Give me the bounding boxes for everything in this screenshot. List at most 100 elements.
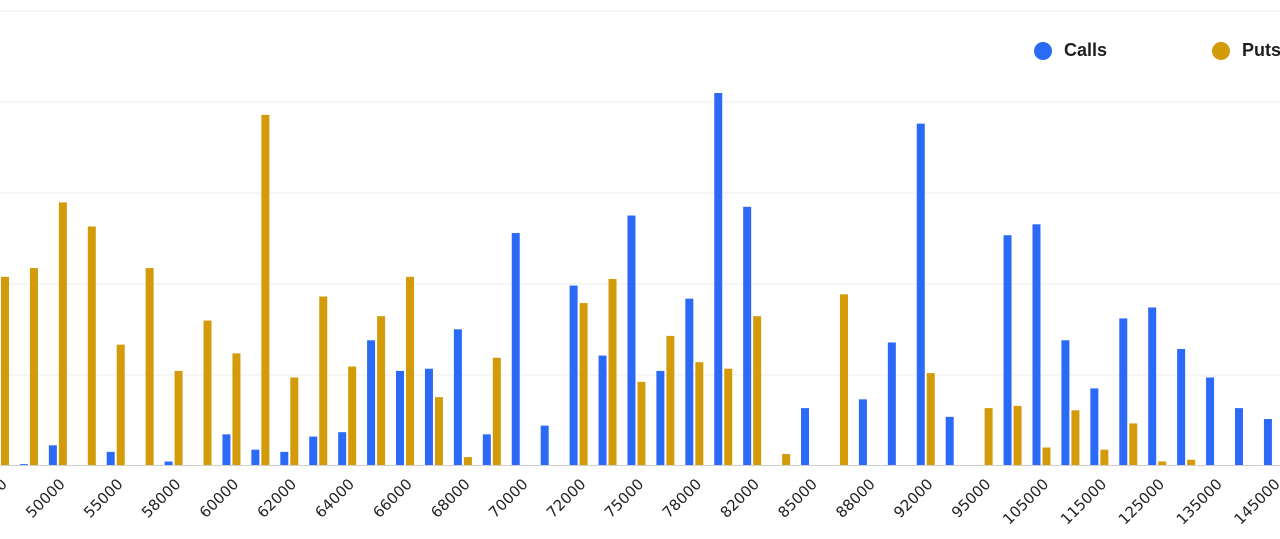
puts-bar-130000[interactable] <box>1187 459 1196 465</box>
x-tick-label: 135000 <box>1173 475 1226 528</box>
x-tick-label: 145000 <box>1231 475 1280 528</box>
calls-bar-145000[interactable] <box>1263 419 1272 465</box>
calls-bar-75000[interactable] <box>627 215 636 465</box>
calls-bar-61000[interactable] <box>251 449 260 465</box>
calls-bar-70000[interactable] <box>511 233 520 465</box>
puts-bar-60000[interactable] <box>232 353 241 465</box>
calls-legend-dot <box>1034 41 1052 60</box>
puts-bar-66000[interactable] <box>406 276 415 465</box>
calls-bar-62000[interactable] <box>280 451 289 465</box>
calls-bar-105000[interactable] <box>1032 224 1041 465</box>
legend-calls[interactable]: Calls <box>1034 40 1107 61</box>
puts-bar-64000[interactable] <box>348 366 357 465</box>
calls-bar-63000[interactable] <box>309 436 318 465</box>
puts-bar-110000[interactable] <box>1071 410 1080 465</box>
calls-bar-88000[interactable] <box>858 399 867 465</box>
puts-bar-68000[interactable] <box>463 457 472 465</box>
puts-bar-84000[interactable] <box>782 454 791 465</box>
calls-bar-77000[interactable] <box>656 370 665 465</box>
puts-bar-120000[interactable] <box>1129 423 1138 465</box>
bars <box>1 93 1272 466</box>
puts-bar-125000[interactable] <box>1158 461 1167 465</box>
calls-bar-120000[interactable] <box>1119 318 1128 465</box>
x-tick-label: 50000 <box>22 475 68 521</box>
x-tick-label: 95000 <box>948 475 994 521</box>
calls-bar-64000[interactable] <box>338 432 347 465</box>
puts-bar-58000[interactable] <box>174 370 183 465</box>
puts-bar-61000[interactable] <box>261 114 270 465</box>
puts-bar-62000[interactable] <box>290 377 299 465</box>
puts-bar-87000[interactable] <box>839 294 848 465</box>
x-tick-label: 82000 <box>717 475 763 521</box>
calls-bar-90000[interactable] <box>887 342 896 465</box>
calls-bar-60000[interactable] <box>222 434 231 465</box>
calls-bar-100000[interactable] <box>1003 235 1012 465</box>
x-tick-label: 55000 <box>80 475 126 521</box>
calls-bar-135000[interactable] <box>1206 377 1215 465</box>
calls-bar-140000[interactable] <box>1234 408 1243 465</box>
x-tick-label: 92000 <box>890 475 936 521</box>
puts-bar-100000[interactable] <box>1013 405 1022 465</box>
puts-bar-48000[interactable] <box>29 268 38 465</box>
puts-bar-105000[interactable] <box>1042 447 1051 465</box>
calls-bar-130000[interactable] <box>1177 349 1186 465</box>
calls-bar-50000[interactable] <box>48 445 57 465</box>
calls-bar-85000[interactable] <box>801 408 810 465</box>
calls-bar-72000[interactable] <box>569 285 578 465</box>
x-tick-label: 105000 <box>999 475 1052 528</box>
puts-bar-57000[interactable] <box>145 268 154 465</box>
puts-bar-95000[interactable] <box>984 408 993 465</box>
calls-bar-55000[interactable] <box>106 451 115 465</box>
x-tick-label: 88000 <box>832 475 878 521</box>
x-tick-label: 60000 <box>196 475 242 521</box>
x-tick-label: 64000 <box>312 475 358 521</box>
x-tick-label: 70000 <box>485 475 531 521</box>
puts-bar-69000[interactable] <box>492 357 501 465</box>
calls-bar-92000[interactable] <box>916 123 925 466</box>
x-tick-label: 75000 <box>601 475 647 521</box>
puts-bar-74000[interactable] <box>608 279 617 465</box>
puts-bar-45000[interactable] <box>1 276 9 465</box>
puts-bar-72000[interactable] <box>579 303 588 465</box>
calls-bar-110000[interactable] <box>1061 340 1070 465</box>
puts-bar-77000[interactable] <box>666 335 675 465</box>
calls-bar-71000[interactable] <box>540 425 549 465</box>
puts-bar-78000[interactable] <box>695 362 704 465</box>
calls-bar-48000[interactable] <box>19 464 28 465</box>
calls-bar-66000[interactable] <box>396 370 405 465</box>
calls-bar-74000[interactable] <box>598 355 607 465</box>
puts-bar-80000[interactable] <box>724 368 733 465</box>
puts-bar-50000[interactable] <box>58 202 67 466</box>
puts-bar-63000[interactable] <box>319 296 328 465</box>
puts-bar-67000[interactable] <box>434 397 443 465</box>
x-tick-label: 78000 <box>659 475 705 521</box>
calls-bar-115000[interactable] <box>1090 388 1099 465</box>
calls-bar-65000[interactable] <box>367 340 376 465</box>
puts-bar-55000[interactable] <box>116 344 125 465</box>
puts-bar-59000[interactable] <box>203 320 212 465</box>
puts-bar-82000[interactable] <box>753 316 762 465</box>
calls-bar-80000[interactable] <box>714 93 723 465</box>
calls-bar-68000[interactable] <box>453 329 462 465</box>
calls-bar-58000[interactable] <box>164 461 173 465</box>
puts-bar-115000[interactable] <box>1100 449 1109 465</box>
puts-bar-65000[interactable] <box>377 316 386 465</box>
x-tick-label: 115000 <box>1057 475 1110 528</box>
calls-bar-67000[interactable] <box>424 368 433 465</box>
puts-bar-52000[interactable] <box>87 226 96 465</box>
puts-legend-label: Puts <box>1242 40 1280 60</box>
puts-bar-75000[interactable] <box>637 381 646 465</box>
x-axis-ticks: 45000 50000 55000 58000 60000 62000 64000 66000… <box>0 475 1280 528</box>
calls-bar-78000[interactable] <box>685 298 694 465</box>
x-tick-label: 72000 <box>543 475 589 521</box>
calls-bar-82000[interactable] <box>743 206 752 465</box>
calls-bar-125000[interactable] <box>1148 307 1157 465</box>
x-tick-label: 62000 <box>254 475 300 521</box>
puts-bar-92000[interactable] <box>926 373 935 465</box>
grid-lines <box>0 10 1280 376</box>
x-tick-label: 45000 <box>0 475 11 521</box>
calls-bar-69000[interactable] <box>482 434 491 465</box>
calls-bar-94000[interactable] <box>945 416 954 465</box>
legend-puts[interactable]: Puts <box>1212 40 1280 61</box>
